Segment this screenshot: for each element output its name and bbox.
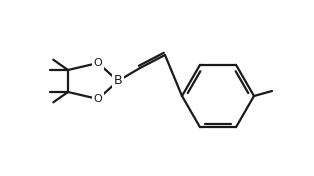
Text: B: B [114, 74, 122, 87]
Text: O: O [94, 58, 102, 68]
Text: O: O [94, 94, 102, 104]
